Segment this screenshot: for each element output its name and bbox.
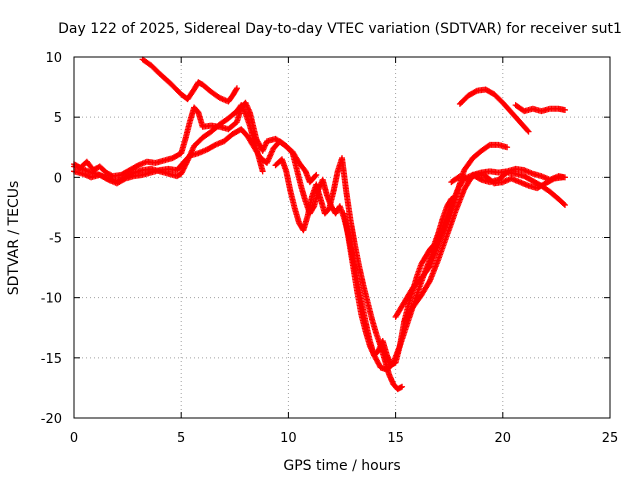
chart-title: Day 122 of 2025, Sidereal Day-to-day VTE… (58, 21, 622, 37)
data-point (561, 202, 568, 209)
data-point (233, 85, 240, 92)
y-tick-label: -15 (41, 352, 62, 367)
data-point (525, 128, 532, 135)
series-track-7 (392, 141, 511, 320)
y-tick-label: 10 (45, 51, 62, 66)
y-axis-label: SDTVAR / TECUs (6, 181, 22, 296)
series-track-10 (456, 86, 532, 135)
data-point (399, 383, 406, 390)
x-axis-ticks: 0 5 10 15 20 25 (70, 57, 618, 446)
x-tick-label: 20 (495, 431, 512, 446)
series-track-8 (401, 169, 568, 325)
data-point (233, 86, 240, 93)
x-tick-label: 15 (387, 431, 404, 446)
data-point (485, 142, 492, 149)
series-track-6 (341, 193, 459, 369)
data-point (472, 88, 479, 95)
data-point (104, 176, 111, 183)
y-tick-label: 5 (54, 111, 62, 126)
y-tick-label: -5 (49, 232, 62, 247)
x-tick-label: 0 (70, 431, 78, 446)
x-tick-label: 10 (280, 431, 297, 446)
y-axis-ticks: -20 -15 -10 -5 0 5 10 (41, 51, 610, 427)
data-point (550, 176, 557, 183)
data-point (211, 142, 218, 149)
series-track-9 (448, 170, 566, 192)
data-marks (71, 56, 568, 393)
grid-lines (74, 57, 610, 418)
y-tick-label: 0 (54, 171, 62, 186)
x-tick-label: 25 (602, 431, 619, 446)
data-point (561, 106, 568, 113)
data-point (121, 176, 128, 183)
data-point (312, 172, 319, 179)
data-point (524, 127, 531, 134)
data-point (259, 168, 266, 175)
data-point (134, 162, 141, 169)
data-point (559, 174, 566, 181)
x-tick-label: 5 (177, 431, 185, 446)
plot-frame (73, 56, 611, 419)
y-tick-label: -10 (41, 292, 62, 307)
series-track-11 (512, 102, 568, 115)
y-tick-label: -20 (41, 412, 62, 427)
series-track-1 (139, 56, 240, 105)
data-point (560, 201, 567, 208)
data-point (504, 144, 511, 151)
data-point (313, 171, 320, 178)
x-axis-label: GPS time / hours (283, 458, 400, 474)
